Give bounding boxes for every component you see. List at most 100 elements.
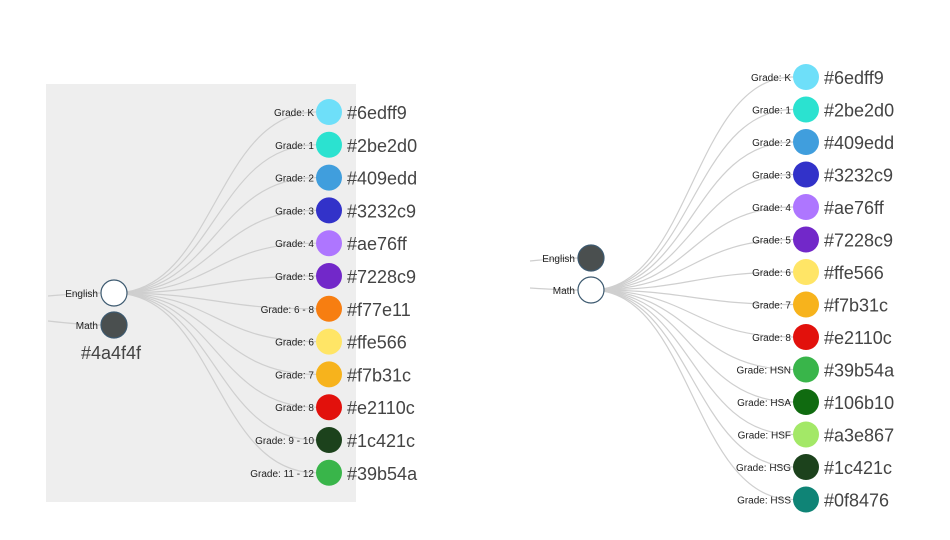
left-leaf-hex-grade-6: #ffe566 [347,333,407,353]
right-leaf-label-grade-1: Grade: 1 [752,106,791,117]
right-leaf-label-grade-8: Grade: 8 [752,333,791,344]
right-leaf-node-grade-7[interactable] [793,291,819,318]
left-leaf-label-grade-6: Grade: 6 [275,338,314,349]
right-leaf-label-grade-7: Grade: 7 [752,301,791,312]
left-tree-panel: English Math #4a4f4f Grade: K #6edff9 Grade: … [47,99,418,486]
left-leaf-node-grade-5[interactable] [316,263,342,289]
left-root-node-english[interactable] [100,279,128,307]
right-leaf-node-grade-hsg[interactable] [793,454,819,480]
left-leaf-label-grade-1: Grade: 1 [275,141,314,152]
right-leaf-hex-grade-2: #409edd [824,133,894,153]
left-leaf-node-grade-3[interactable] [316,197,342,224]
left-leaf-node-grade-6[interactable] [316,328,342,355]
right-link-grade-3 [590,173,794,291]
left-leaf-node-grade-8[interactable] [316,394,342,421]
left-leaf-label-grade-5: Grade: 5 [275,272,314,283]
left-leaf-hex-grade-8: #e2110c [347,398,415,418]
right-link-grade-1 [590,108,794,291]
left-leaf-node-grade-9-10[interactable] [316,427,342,453]
right-leaf-hex-grade-3: #3232c9 [824,166,893,186]
left-link-grade-4 [113,242,317,294]
left-leaf-label-grade-2: Grade: 2 [275,174,314,185]
left-root-stub-english [47,292,102,297]
left-leaf-node-grade-1[interactable] [316,131,342,158]
left-root-label-math: Math [76,321,98,332]
right-link-grade-7 [590,289,794,306]
left-link-grade-5 [113,275,317,294]
right-link-grade-6 [590,271,794,291]
right-leaf-node-grade-k[interactable] [793,64,819,90]
left-link-grade-3 [113,209,317,294]
right-leaf-hex-grade-hsf: #a3e867 [824,426,894,446]
left-leaf-node-grade-6-8[interactable] [316,295,342,322]
left-leaf-label-grade-11-12: Grade: 11 - 12 [250,469,314,480]
right-link-grade-hsf [590,289,794,436]
right-leaf-hex-grade-k: #6edff9 [824,68,884,88]
right-leaf-label-grade-6: Grade: 6 [752,268,791,279]
left-link-grade-8 [113,292,317,408]
left-link-grade-7 [113,292,317,375]
right-root-label-english: English [542,254,575,265]
right-leaf-node-grade-hsf[interactable] [793,421,819,448]
left-leaf-hex-grade-3: #3232c9 [347,201,416,221]
left-leaf-hex-grade-7: #f7b31c [347,365,411,385]
right-root-stub-math [529,287,579,291]
left-leaf-label-grade-4: Grade: 4 [275,239,314,250]
right-leaf-node-grade-3[interactable] [793,161,819,188]
left-root-label-english: English [65,289,98,300]
right-leaf-node-grade-4[interactable] [793,194,819,220]
right-link-grade-hss [590,289,794,501]
left-leaf-node-grade-7[interactable] [316,361,342,388]
left-leaf-hex-grade-9-10: #1c421c [347,431,415,451]
right-leaf-hex-grade-6: #ffe566 [824,263,884,283]
right-leaf-node-grade-6[interactable] [793,259,819,285]
left-leaf-label-grade-8: Grade: 8 [275,403,314,414]
left-leaf-hex-grade-2: #409edd [347,169,417,189]
left-leaf-node-grade-11-12[interactable] [316,459,342,486]
left-leaf-hex-grade-k: #6edff9 [347,103,407,123]
right-leaf-node-grade-2[interactable] [793,129,819,155]
right-leaf-hex-grade-hsg: #1c421c [824,458,892,478]
left-leaf-node-grade-2[interactable] [316,164,342,191]
left-leaf-label-grade-3: Grade: 3 [275,206,314,217]
left-link-grade-6 [113,292,317,343]
right-leaf-node-grade-hsn[interactable] [793,356,819,383]
left-leaf-label-grade-6-8: Grade: 6 - 8 [261,305,315,316]
right-root-node-english[interactable] [577,244,605,272]
right-leaf-hex-grade-1: #2be2d0 [824,101,894,121]
left-link-grade-2 [113,177,317,294]
left-leaf-label-grade-7: Grade: 7 [275,370,314,381]
right-link-grade-k [590,76,794,291]
left-leaf-hex-grade-4: #ae76ff [347,234,408,254]
left-link-grade-k [113,111,317,294]
right-leaf-hex-grade-5: #7228c9 [824,231,893,251]
left-leaf-label-grade-k: Grade: K [274,108,314,119]
right-leaf-node-grade-1[interactable] [793,96,819,123]
right-tree-panel: English Math Grade: K #6edff9 Grade: 1 #2be2d… [529,64,895,513]
right-leaf-label-grade-5: Grade: 5 [752,236,791,247]
right-leaf-hex-grade-8: #e2110c [824,328,892,348]
right-leaf-hex-grade-7: #f7b31c [824,296,888,316]
left-link-grade-1 [113,144,317,294]
right-leaf-node-grade-hsa[interactable] [793,389,819,415]
right-leaf-label-grade-hsf: Grade: HSF [738,431,791,442]
right-link-grade-hsn [590,289,794,371]
left-root-hex-math: #4a4f4f [81,343,142,363]
left-leaf-node-grade-k[interactable] [316,99,342,125]
right-link-grade-2 [590,141,794,291]
right-leaf-label-grade-3: Grade: 3 [752,171,791,182]
right-leaf-label-grade-4: Grade: 4 [752,203,791,214]
right-link-grade-hsa [590,289,794,403]
right-leaf-node-grade-hss[interactable] [793,486,819,513]
right-leaf-label-grade-2: Grade: 2 [752,138,791,149]
right-leaf-node-grade-8[interactable] [793,324,819,350]
left-leaf-node-grade-4[interactable] [316,230,342,257]
left-root-node-math[interactable] [100,311,128,339]
right-leaf-node-grade-5[interactable] [793,226,819,253]
right-root-label-math: Math [553,286,575,297]
right-root-node-math[interactable] [577,276,605,304]
left-leaf-hex-grade-5: #7228c9 [347,267,416,287]
right-leaf-hex-grade-hsn: #39b54a [824,361,895,381]
left-link-grade-9-10 [113,292,317,441]
